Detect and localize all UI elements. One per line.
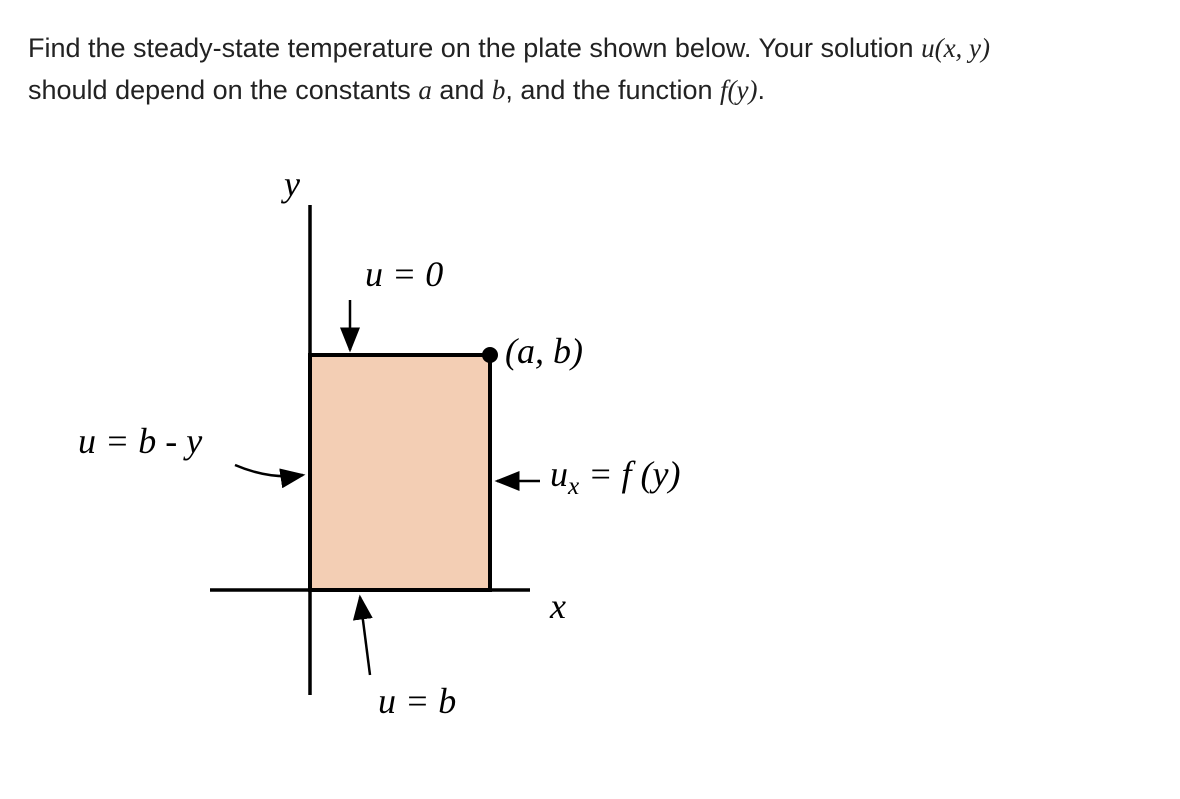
plate-rectangle (310, 355, 490, 590)
constant-b: b (492, 75, 506, 105)
right-bc-subscript: x (568, 473, 579, 500)
right-bc-rhs: = f (y) (579, 454, 680, 494)
constant-a: a (418, 75, 432, 105)
problem-statement: Find the steady-state temperature on the… (28, 28, 1140, 112)
period: . (758, 75, 766, 105)
problem-text-3: , and the function (505, 75, 720, 105)
right-bc-u: u (550, 454, 568, 494)
solution-variable: u(x, y) (921, 33, 990, 63)
bottom-bc-label: u = b (378, 680, 456, 722)
and-text: and (432, 75, 492, 105)
left-bc-arrow (235, 465, 303, 476)
plate-diagram: y u = 0 (a, b) u = b - y ux = f (y) x u … (60, 155, 840, 765)
top-bc-label: u = 0 (365, 253, 443, 295)
problem-text-1: Find the steady-state temperature on the… (28, 33, 921, 63)
x-axis-label: x (550, 585, 566, 627)
problem-text-2: should depend on the constants (28, 75, 418, 105)
y-axis-label: y (284, 163, 300, 205)
corner-point (482, 347, 498, 363)
right-bc-label: ux = f (y) (550, 453, 680, 501)
left-bc-label: u = b - y (78, 420, 202, 462)
corner-label: (a, b) (505, 330, 583, 372)
bottom-bc-arrow (360, 597, 370, 675)
function-fy: f(y) (720, 75, 757, 105)
